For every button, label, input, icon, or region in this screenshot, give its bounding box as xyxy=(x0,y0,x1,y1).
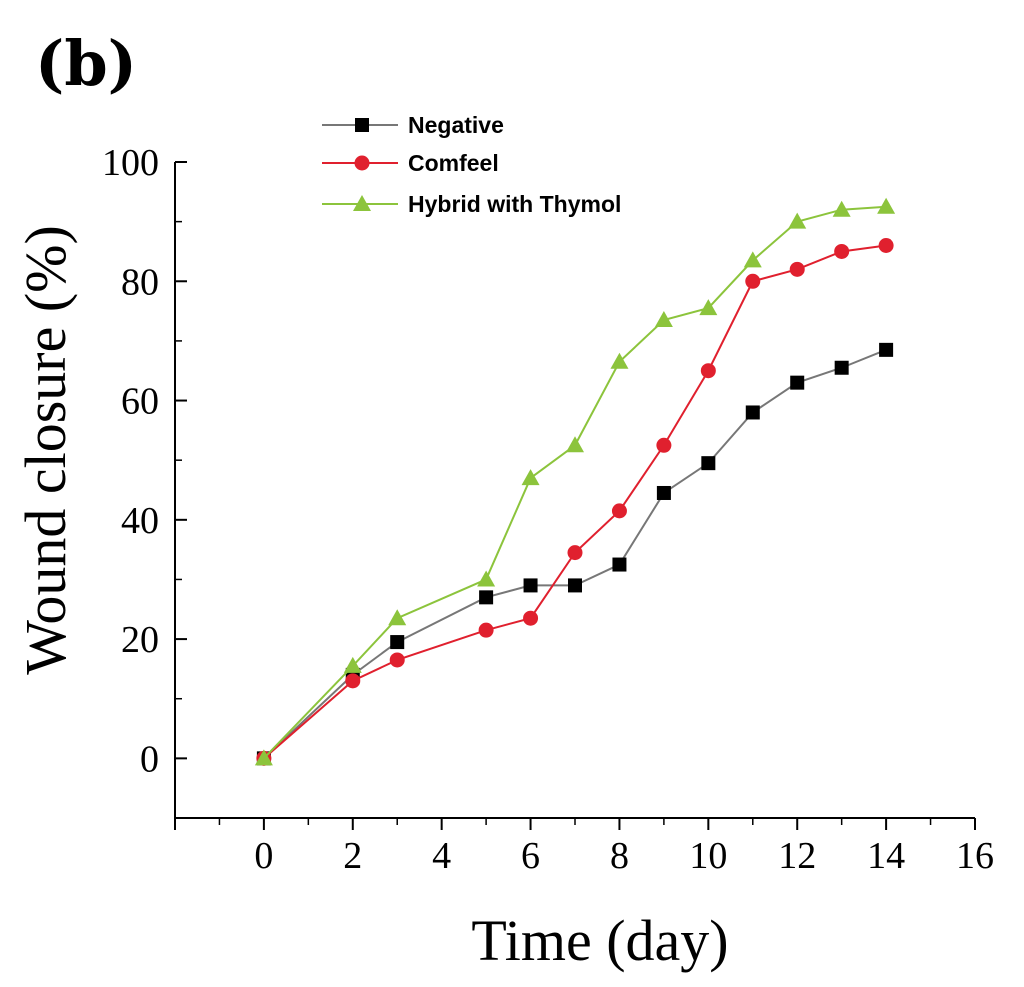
data-point xyxy=(879,342,894,357)
data-point xyxy=(521,469,540,486)
series-layer xyxy=(254,197,896,766)
legend-label: Hybrid with Thymol xyxy=(408,191,621,217)
data-point xyxy=(745,405,760,420)
data-point xyxy=(567,545,583,561)
legend-marker xyxy=(355,118,369,132)
data-point xyxy=(834,360,849,375)
x-tick-label: 14 xyxy=(867,835,905,877)
series-comfeel xyxy=(256,237,894,766)
data-point xyxy=(254,749,273,766)
data-point xyxy=(568,578,582,593)
legend-label: Negative xyxy=(408,112,504,138)
legend-item: Comfeel xyxy=(322,150,499,176)
data-point xyxy=(789,261,805,277)
data-point xyxy=(523,610,539,626)
data-point xyxy=(834,243,850,259)
data-point xyxy=(566,436,584,453)
y-tick-label: 0 xyxy=(140,738,159,780)
y-axis-title: Wound closure (%) xyxy=(13,225,78,675)
data-point xyxy=(832,200,851,217)
x-tick-label: 12 xyxy=(778,835,816,877)
x-axis-title: Time (day) xyxy=(471,908,728,973)
data-point xyxy=(877,197,896,214)
data-point xyxy=(701,456,716,471)
legend-label: Comfeel xyxy=(408,150,499,176)
series-hybrid-with-thymol xyxy=(254,197,896,766)
data-point xyxy=(388,609,407,626)
legend: Negative Comfeel Hybrid with Thymol xyxy=(322,112,621,217)
legend-marker xyxy=(354,155,370,171)
y-tick-label: 100 xyxy=(102,142,159,184)
data-point xyxy=(343,656,362,673)
data-point xyxy=(878,237,894,253)
x-tick-label: 2 xyxy=(343,835,362,877)
data-point xyxy=(477,570,496,587)
data-point xyxy=(523,578,538,593)
data-point xyxy=(745,273,761,289)
axes: 0 20 40 60 80 100 0 2 4 6 8 10 12 14 16 xyxy=(102,142,994,877)
legend-item: Negative xyxy=(322,112,504,138)
y-tick-label: 60 xyxy=(121,381,159,423)
data-point xyxy=(788,212,807,229)
data-point xyxy=(478,622,494,638)
data-point xyxy=(700,363,716,379)
x-tick-label: 10 xyxy=(689,835,727,877)
x-tick-label: 6 xyxy=(521,835,540,877)
data-point xyxy=(654,311,673,328)
y-tick-label: 20 xyxy=(121,619,159,661)
data-point xyxy=(656,485,671,500)
x-tick-label: 16 xyxy=(956,835,994,877)
y-tick-label: 80 xyxy=(121,261,159,303)
y-tick-label: 40 xyxy=(121,500,159,542)
data-point xyxy=(345,673,361,689)
x-tick-label: 8 xyxy=(610,835,629,877)
data-point xyxy=(610,352,629,369)
x-tick-label: 0 xyxy=(254,835,273,877)
x-tick-label: 4 xyxy=(432,835,451,877)
data-point xyxy=(656,437,672,453)
legend-marker xyxy=(353,195,371,211)
legend-item: Hybrid with Thymol xyxy=(322,191,621,217)
data-point xyxy=(611,503,627,519)
panel-label: (b) xyxy=(35,27,137,100)
data-point xyxy=(790,375,805,390)
series-negative xyxy=(256,342,894,766)
data-point xyxy=(389,652,405,668)
data-point xyxy=(612,557,627,572)
data-point xyxy=(699,299,718,316)
data-point xyxy=(390,635,405,650)
data-point xyxy=(479,590,494,605)
data-point xyxy=(743,251,762,268)
